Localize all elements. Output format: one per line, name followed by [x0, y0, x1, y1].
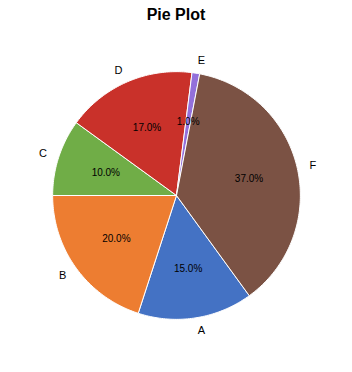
svg-text:1.0%: 1.0% [177, 116, 200, 127]
html-text:Pie Plot: Pie Plot [146, 6, 206, 23]
svg-text:10.0%: 10.0% [92, 167, 120, 178]
svg-text:15.0%: 15.0% [174, 263, 202, 274]
svg-text:20.0%: 20.0% [102, 233, 130, 244]
svg-text:17.0%: 17.0% [133, 122, 161, 133]
svg-text:C: C [39, 147, 47, 159]
svg-text:E: E [198, 54, 205, 66]
svg-text:B: B [59, 269, 66, 281]
svg-text:F: F [309, 159, 316, 171]
svg-text:37.0%: 37.0% [235, 173, 263, 184]
svg-text:D: D [114, 64, 122, 76]
svg-text:A: A [198, 324, 206, 336]
